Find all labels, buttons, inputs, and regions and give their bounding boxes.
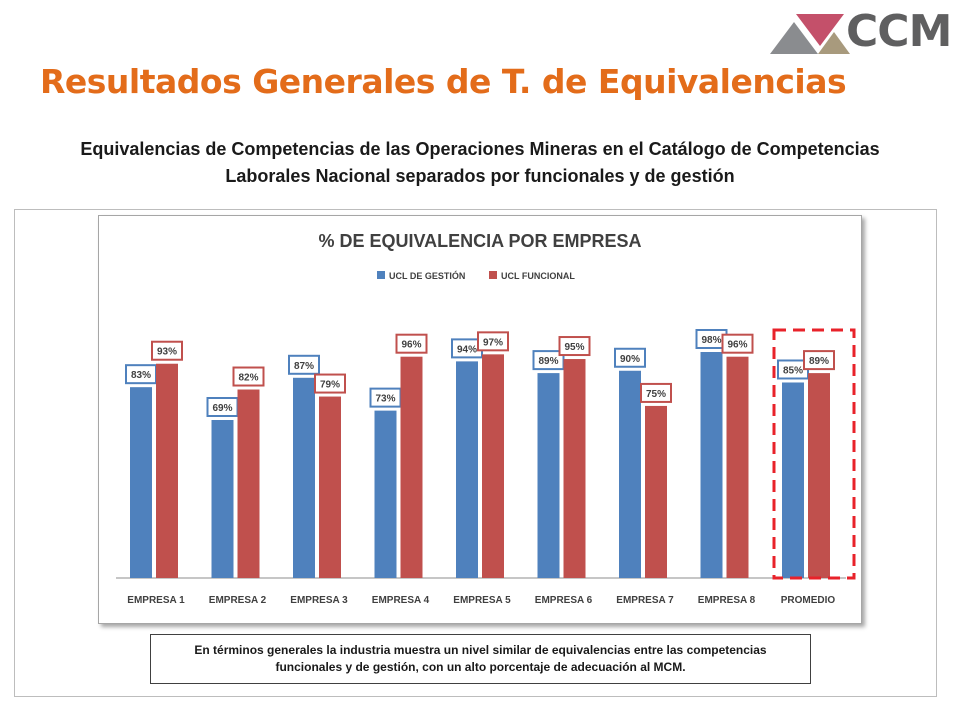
bar-funcional-1 <box>156 363 178 578</box>
data-label: 93% <box>157 347 177 358</box>
bar-gestion-5 <box>456 361 478 578</box>
bar-funcional-8 <box>726 356 749 578</box>
data-label-box <box>614 347 646 368</box>
data-label: 89% <box>809 356 829 367</box>
bar-chart: % DE EQUIVALENCIA POR EMPRESA UCL DE GES… <box>116 231 856 606</box>
chart-title: % DE EQUIVALENCIA POR EMPRESA <box>318 231 641 251</box>
bar-funcional-9 <box>808 373 830 578</box>
data-label-box <box>721 333 754 354</box>
triangles-logo-icon <box>770 14 850 54</box>
data-label-box <box>151 340 183 361</box>
x-tick-label: EMPRESA 4 <box>372 595 430 606</box>
bar-gestion-6 <box>537 373 560 578</box>
data-label: 83% <box>131 370 151 381</box>
bar-funcional-6 <box>563 359 586 578</box>
bar-gestion-4 <box>374 410 397 578</box>
data-label: 89% <box>538 356 558 367</box>
data-label: 97% <box>483 337 503 348</box>
bar-funcional-3 <box>319 396 341 578</box>
subtitle: Equivalencias de Competencias de las Ope… <box>0 136 960 190</box>
data-label: 90% <box>620 354 640 365</box>
x-tick-label: EMPRESA 8 <box>698 595 756 606</box>
bar-funcional-2 <box>237 389 260 578</box>
x-tick-label: EMPRESA 6 <box>535 595 593 606</box>
legend-gestion-label: UCL DE GESTIÓN <box>389 270 465 281</box>
x-tick-label: EMPRESA 2 <box>209 595 267 606</box>
data-label-box <box>640 382 672 403</box>
logo-text: CCM <box>846 6 952 57</box>
data-label: 79% <box>320 380 340 391</box>
x-tick-label: EMPRESA 1 <box>127 595 185 606</box>
subtitle-line-2: Laborales Nacional separados por funcion… <box>225 166 735 186</box>
bar-gestion-9 <box>782 382 804 578</box>
x-tick-label: EMPRESA 7 <box>616 595 674 606</box>
data-label: 69% <box>212 403 232 414</box>
data-label-box <box>803 350 835 371</box>
data-label: 82% <box>238 373 258 384</box>
bar-gestion-1 <box>130 387 152 578</box>
data-label: 96% <box>401 340 421 351</box>
data-label-box <box>558 336 591 357</box>
data-label-box <box>477 331 509 352</box>
subtitle-line-1: Equivalencias de Competencias de las Ope… <box>80 139 880 159</box>
bar-funcional-4 <box>400 356 423 578</box>
x-tick-label: EMPRESA 5 <box>453 595 511 606</box>
data-label-box <box>395 333 428 354</box>
bar-gestion-3 <box>293 377 315 578</box>
data-label: 98% <box>701 335 721 346</box>
data-label-box <box>232 366 265 387</box>
data-label: 96% <box>727 340 747 351</box>
legend: UCL DE GESTIÓN UCL FUNCIONAL <box>377 270 575 281</box>
page-title: Resultados Generales de T. de Equivalenc… <box>40 62 847 101</box>
data-label-box <box>314 373 346 394</box>
data-label: 75% <box>646 389 666 400</box>
legend-funcional-label: UCL FUNCIONAL <box>501 271 575 281</box>
data-label: 73% <box>375 394 395 405</box>
data-label: 85% <box>783 365 803 376</box>
x-tick-label: PROMEDIO <box>781 595 836 606</box>
bar-gestion-7 <box>619 370 641 578</box>
highlight-box <box>772 328 856 580</box>
data-label-box <box>288 354 320 375</box>
data-label: 94% <box>457 344 477 355</box>
x-tick-label: EMPRESA 3 <box>290 595 348 606</box>
legend-gestion-swatch <box>377 271 385 279</box>
legend-funcional-swatch <box>489 271 497 279</box>
bar-funcional-7 <box>645 405 667 578</box>
data-label: 95% <box>564 342 584 353</box>
data-label: 87% <box>294 361 314 372</box>
bar-funcional-5 <box>482 354 504 578</box>
bar-gestion-8 <box>700 352 723 578</box>
content-frame <box>14 209 937 697</box>
bar-gestion-2 <box>211 420 234 578</box>
note-box: En términos generales la industria muest… <box>150 634 811 684</box>
ccm-logo: CCM <box>770 6 952 60</box>
